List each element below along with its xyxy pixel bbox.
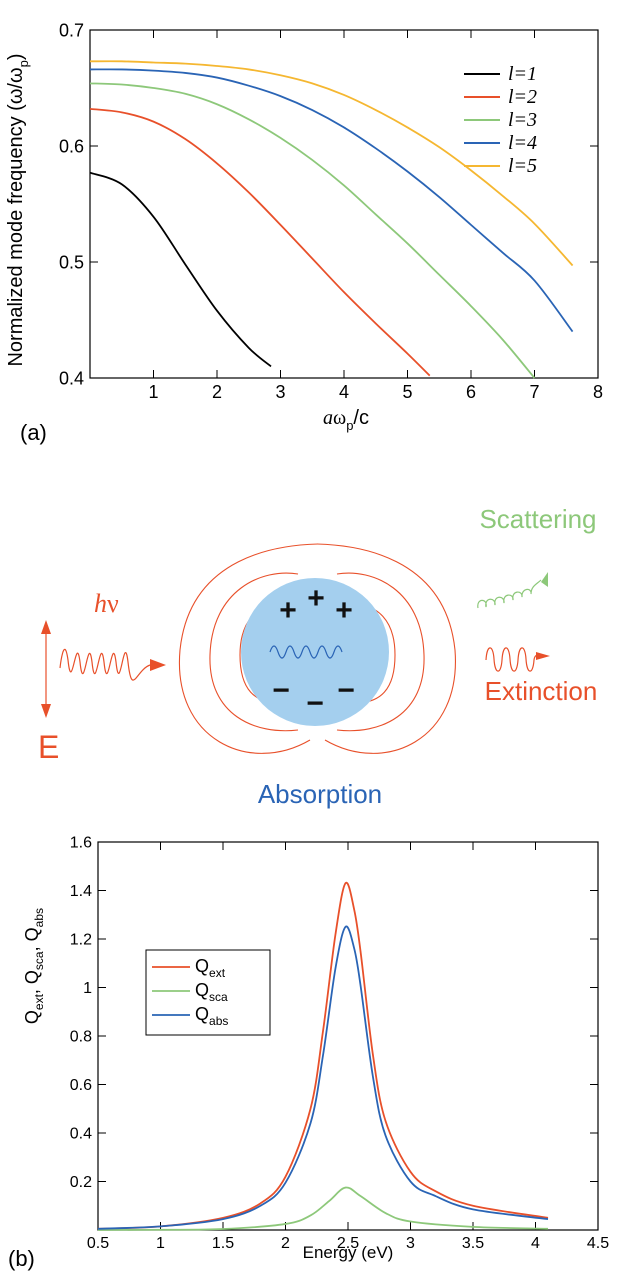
incident-wave-icon (59, 649, 151, 681)
series-line-qsca (97, 1186, 549, 1231)
series-line-l-2 (89, 107, 431, 377)
y-tick-label: 0.6 (70, 1077, 92, 1094)
panel-a-ticks: 1 2 3 4 5 6 7 8 0.4 0.5 0.6 0.7 (59, 20, 603, 402)
panel-b-efficiency-chart: 0.5 1 1.5 2 2.5 3 3.5 4 4.5 0.2 0.4 0.6 0.8 1 1.2 1.4 1.… (8, 835, 609, 1271)
scattered-wave-icon (477, 579, 542, 609)
panel-a-x-axis-label: aωp/c (323, 407, 369, 433)
y-tick-label: 0.2 (70, 1174, 92, 1191)
panel-a-label: (a) (20, 420, 47, 445)
x-tick-label: 3 (406, 1235, 415, 1252)
x-tick-label: 3 (275, 382, 285, 402)
series-line-qext (97, 881, 549, 1230)
legend-label: Qext (195, 956, 226, 980)
x-tick-label: 0.5 (87, 1235, 109, 1252)
legend-label: l=4 (508, 132, 537, 154)
series-line-l-4 (89, 68, 574, 333)
plus-charge-right: + (335, 594, 353, 627)
x-tick-label: 8 (593, 382, 603, 402)
extinction-wave-icon (485, 647, 545, 672)
field-line-left-inner (209, 572, 299, 732)
plasmon-diagram: + + + − − − hν E Scattering Extinction A… (38, 504, 597, 809)
field-line-right-inner (336, 572, 425, 732)
x-tick-label: 1 (156, 1235, 165, 1252)
photon-energy-label: hν (94, 589, 119, 618)
x-tick-label: 1 (148, 382, 158, 402)
extinction-arrow-head-icon (536, 652, 550, 660)
e-field-label: E (38, 729, 59, 765)
absorption-label: Absorption (258, 779, 382, 809)
legend-label: Qabs (195, 1004, 228, 1028)
legend-label: l=3 (508, 109, 537, 131)
y-tick-label: 1 (83, 980, 92, 997)
series-line-l-5 (89, 60, 574, 267)
y-tick-label: 1.2 (70, 932, 92, 949)
series-line-l-3 (89, 82, 536, 379)
absorbed-wave-icon (269, 645, 343, 659)
y-tick-label: 0.6 (59, 136, 84, 156)
panel-a-legend: l=1l=2l=3l=4l=5 (464, 63, 537, 177)
x-tick-label: 2 (212, 382, 222, 402)
x-tick-label: 5 (402, 382, 412, 402)
panel-b-series-lines (97, 881, 549, 1231)
minus-charge-right: − (337, 674, 355, 707)
y-tick-label: 0.5 (59, 252, 84, 272)
x-tick-label: 7 (529, 382, 539, 402)
series-line-qabs (97, 925, 549, 1230)
nanoparticle-sphere (241, 578, 389, 726)
x-tick-label: 4 (531, 1235, 540, 1252)
x-tick-label: 4.5 (587, 1235, 609, 1252)
x-tick-label: 2 (281, 1235, 290, 1252)
y-tick-label: 0.4 (70, 1126, 92, 1143)
y-tick-label: 0.7 (59, 20, 84, 40)
legend-label: l=1 (508, 63, 537, 85)
plus-charge-center: + (307, 582, 325, 615)
field-line-right-outer (316, 543, 456, 754)
panel-b-x-axis-label: Energy (eV) (303, 1243, 394, 1262)
x-tick-label: 6 (466, 382, 476, 402)
panel-b-plot-frame (97, 841, 599, 1231)
legend-label: l=2 (508, 86, 537, 108)
minus-charge-center: − (306, 687, 324, 720)
scattering-label: Scattering (479, 504, 596, 534)
panel-b-label: (b) (8, 1246, 35, 1271)
y-tick-label: 0.8 (70, 1029, 92, 1046)
legend-box (145, 949, 271, 1036)
incident-arrow-head-icon (150, 659, 166, 671)
panel-a-series-lines (89, 60, 574, 379)
plus-charge-left: + (279, 594, 297, 627)
extinction-label: Extinction (485, 676, 598, 706)
x-tick-label: 4 (339, 382, 349, 402)
e-field-arrow-up-icon (41, 620, 51, 634)
x-tick-label: 3.5 (462, 1235, 484, 1252)
legend-label: l=5 (508, 155, 537, 177)
surface-charges: + + + − − − (272, 582, 355, 720)
panel-b-y-axis-label: Qext, Qsca, Qabs (22, 908, 46, 1024)
panel-a-mode-frequency-chart: 1 2 3 4 5 6 7 8 0.4 0.5 0.6 0.7 l=1l=2l=3l=4l=5 Nor… (5, 20, 603, 445)
panel-a-y-axis-label: Normalized mode frequency (ω/ωp) (5, 53, 31, 366)
y-tick-label: 1.6 (70, 835, 92, 852)
scattered-arrow-head-icon (541, 572, 548, 587)
y-tick-label: 0.4 (59, 368, 84, 388)
panel-b-ticks: 0.5 1 1.5 2 2.5 3 3.5 4 4.5 0.2 0.4 0.6 0.8 1 1.2 1.4 1.… (70, 835, 609, 1252)
legend-label: Qsca (195, 980, 228, 1004)
y-tick-label: 1.4 (70, 883, 92, 900)
field-line-left-outer (178, 543, 319, 754)
x-tick-label: 2.5 (337, 1235, 359, 1252)
minus-charge-left: − (272, 674, 290, 707)
series-line-l-1 (89, 171, 272, 368)
x-tick-label: 1.5 (212, 1235, 234, 1252)
e-field-arrow-down-icon (41, 704, 51, 718)
